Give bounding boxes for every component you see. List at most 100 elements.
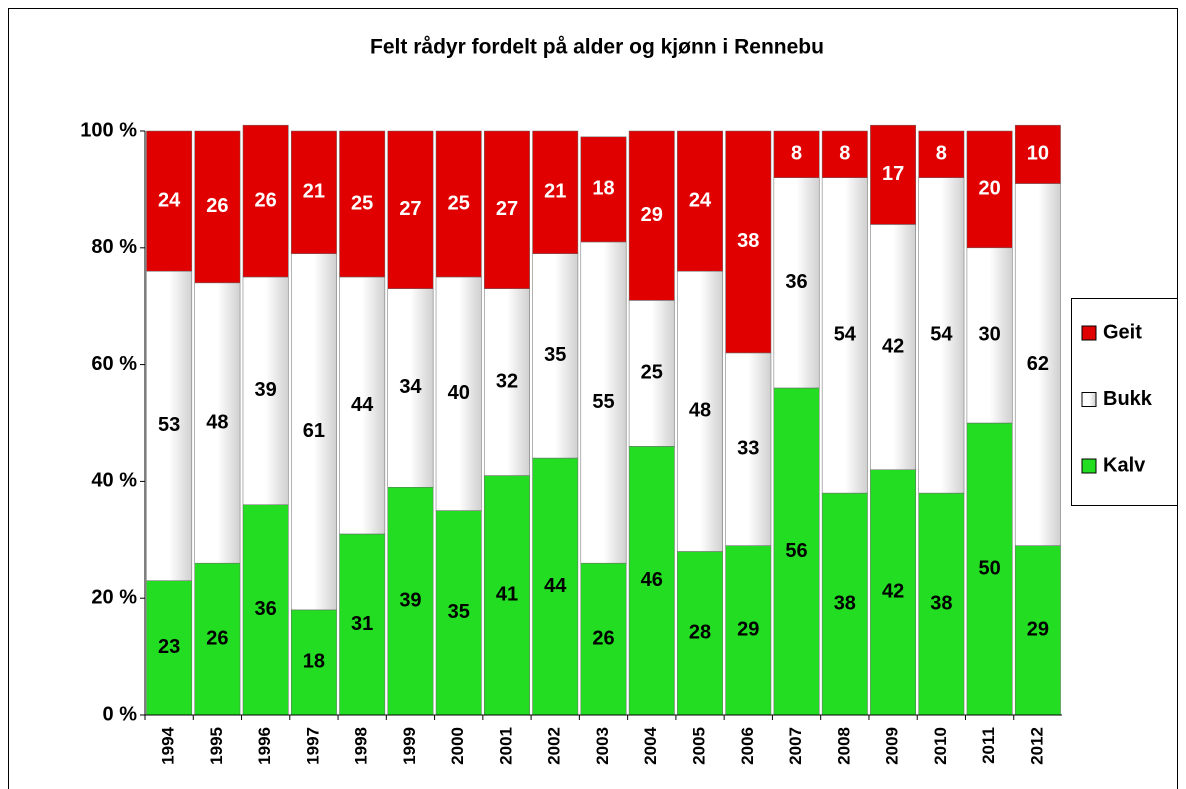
bar-segment: [677, 551, 723, 716]
data-label: 41: [496, 584, 518, 606]
data-label: 21: [303, 181, 325, 203]
bar-segment: [387, 288, 434, 488]
bar-segment: [484, 130, 530, 289]
bar-segment: [918, 130, 965, 178]
data-label: 48: [689, 400, 711, 422]
data-label: 8: [936, 143, 947, 165]
bar-segment: [339, 130, 386, 278]
bar-segment: [773, 130, 820, 178]
x-tick-label: 1998: [352, 727, 371, 765]
data-label: 35: [448, 601, 470, 623]
data-label: 17: [882, 163, 904, 185]
x-tick-label: 1997: [303, 727, 322, 765]
bar-segment: [870, 469, 917, 716]
x-tick-label: 2000: [448, 727, 467, 765]
data-label: 32: [496, 370, 518, 392]
data-label: 34: [399, 376, 422, 398]
data-label: 39: [399, 589, 421, 611]
bar-segment: [1014, 183, 1061, 546]
bar-segment: [194, 562, 241, 716]
data-label: 42: [882, 581, 904, 603]
data-label: 44: [351, 394, 374, 416]
bar-segment: [677, 270, 723, 552]
bar-segment: [1014, 545, 1061, 716]
x-tick-label: 2009: [883, 727, 902, 765]
x-tick-label: 2008: [834, 727, 853, 765]
x-tick-label: 2010: [931, 727, 950, 765]
bar-segment: [821, 130, 868, 178]
data-label: 21: [544, 181, 566, 203]
data-label: 39: [255, 379, 277, 401]
bar-segment: [146, 580, 193, 716]
x-tick-label: 2005: [690, 727, 709, 765]
data-label: 26: [592, 627, 614, 649]
bar-segment: [339, 276, 386, 535]
bar-segment: [387, 130, 434, 289]
bar-segment: [870, 224, 917, 470]
data-label: 50: [978, 557, 1000, 579]
data-label: 61: [303, 420, 325, 442]
data-label: 23: [158, 636, 180, 658]
data-label: 55: [592, 391, 614, 413]
x-tick-label: 1995: [207, 727, 226, 765]
data-label: 27: [399, 198, 421, 220]
legend-label: Kalv: [1103, 454, 1146, 476]
legend-swatch: [1081, 325, 1097, 341]
data-label: 38: [737, 230, 759, 252]
data-label: 27: [496, 198, 518, 220]
y-tick-label: 40 %: [91, 470, 137, 492]
bar-segment: [966, 247, 1013, 424]
y-tick-label: 20 %: [91, 586, 137, 608]
data-label: 24: [689, 189, 712, 211]
data-label: 10: [1027, 143, 1049, 165]
bar-segment: [435, 130, 482, 278]
bar-segment: [435, 510, 482, 716]
bar-segment: [677, 130, 723, 272]
bar-segment: [146, 270, 193, 581]
data-label: 35: [544, 344, 566, 366]
data-label: 38: [930, 592, 952, 614]
x-tick-label: 1996: [255, 727, 274, 765]
data-label: 28: [689, 622, 711, 644]
data-label: 62: [1027, 353, 1049, 375]
x-tick-label: 2001: [496, 727, 515, 765]
legend-label: Geit: [1103, 321, 1142, 343]
data-label: 36: [785, 271, 807, 293]
x-tick-label: 1994: [159, 726, 178, 764]
legend-swatch: [1081, 392, 1097, 407]
x-tick-label: 2002: [545, 727, 564, 765]
bar-segment: [821, 492, 868, 716]
bar-segment: [725, 352, 772, 546]
bar-segment: [1014, 124, 1061, 184]
data-label: 54: [930, 324, 953, 346]
bar-segment: [290, 253, 337, 611]
data-label: 25: [351, 192, 373, 214]
bar-segment: [870, 124, 917, 225]
data-label: 56: [785, 540, 807, 562]
bar-segment: [194, 282, 241, 564]
bar-segment: [194, 130, 241, 284]
bar-segment: [821, 177, 868, 494]
x-tick-label: 2012: [1027, 727, 1046, 765]
data-label: 30: [978, 324, 1000, 346]
data-label: 44: [544, 575, 567, 597]
data-label: 18: [592, 178, 614, 200]
y-tick-label: 100 %: [80, 119, 137, 141]
y-tick-label: 60 %: [91, 353, 137, 375]
data-label: 8: [839, 143, 850, 165]
bar-segment: [773, 387, 820, 716]
bar-segment: [580, 136, 627, 243]
data-label: 54: [834, 324, 857, 346]
bar-segment: [725, 130, 772, 354]
data-label: 48: [206, 411, 228, 433]
bar-segment: [532, 253, 579, 459]
data-label: 40: [448, 382, 470, 404]
data-label: 26: [206, 627, 228, 649]
x-tick-label: 2003: [593, 727, 612, 765]
data-label: 20: [978, 178, 1000, 200]
bar-segment: [966, 130, 1013, 249]
chart-title: Felt rådyr fordelt på alder og kjønn i R…: [370, 36, 824, 59]
x-tick-label: 2007: [786, 727, 805, 765]
data-label: 29: [1027, 619, 1049, 641]
